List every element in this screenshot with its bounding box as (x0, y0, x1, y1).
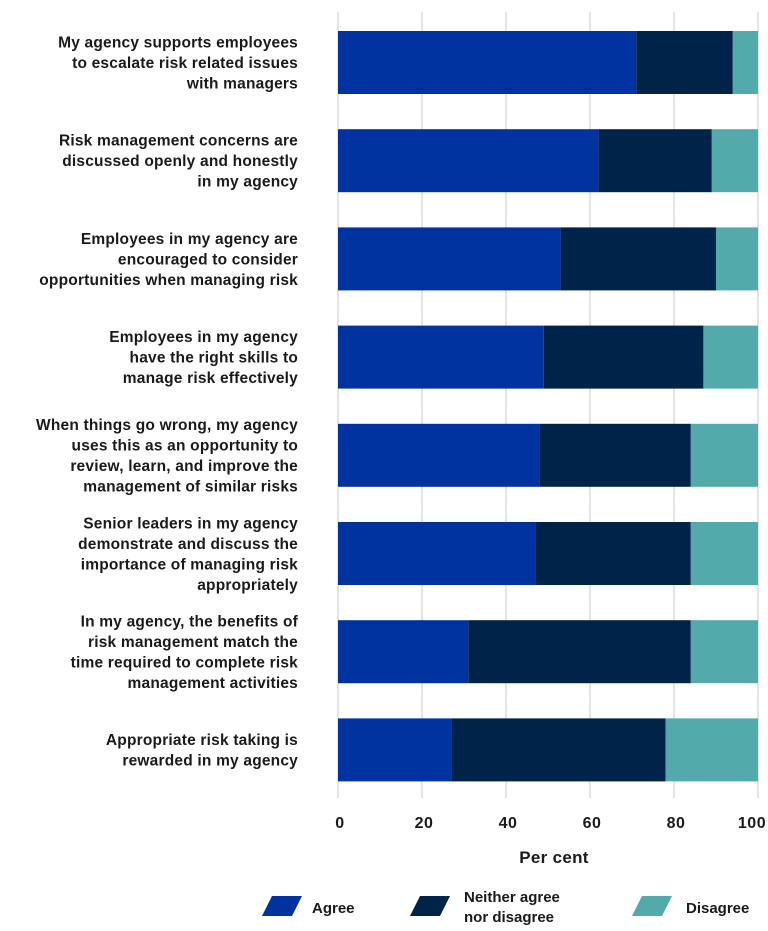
category-label-line: Senior leaders in my agency (83, 515, 298, 532)
category-label-3: Employees in my agency are encouraged to … (39, 231, 298, 289)
legend-item-disagree: Disagree (632, 896, 749, 917)
category-label-line: discussed openly and honestly (62, 153, 298, 170)
category-label-line: uses this as an opportunity to (72, 438, 298, 455)
x-tick-0: 0 (335, 815, 344, 832)
category-label-line: When things go wrong, my agency (36, 417, 298, 434)
category-label-line: Appropriate risk taking is (106, 732, 298, 749)
category-label-line: In my agency, the benefits of (81, 613, 299, 630)
bar-1-disagree (732, 31, 758, 94)
category-label-1: My agency supports employees to escalate … (58, 35, 298, 93)
category-label-line: management of similar risks (83, 479, 298, 496)
bar-2-disagree (711, 129, 758, 193)
x-axis-title: Per cent (519, 848, 589, 867)
x-tick-40: 40 (499, 815, 518, 832)
bar-3-agree (338, 227, 561, 291)
category-label-line: review, learn, and improve the (70, 458, 298, 475)
bar-8-agree (338, 718, 452, 782)
category-label-7: In my agency, the benefits of risk manage… (71, 613, 299, 692)
legend-swatch (262, 896, 302, 916)
x-tick-80: 80 (667, 815, 686, 832)
bar-8-disagree (665, 718, 758, 782)
x-tick-100: 100 (738, 815, 766, 832)
category-label-line: demonstrate and discuss the (78, 536, 298, 553)
bar-2-neither-agree-nor-disagree (598, 129, 712, 193)
bar-5-disagree (690, 423, 758, 487)
bar-7-neither-agree-nor-disagree (468, 620, 691, 684)
category-label-line: Risk management concerns are (59, 133, 298, 150)
category-label-line: appropriately (197, 577, 298, 594)
bar-7-agree (338, 620, 469, 684)
category-label-line: My agency supports employees (58, 35, 298, 52)
category-label-line: importance of managing risk (81, 556, 298, 573)
legend-label: nor disagree (464, 909, 554, 926)
legend-label: Agree (312, 900, 355, 917)
legend-item-agree: Agree (262, 896, 355, 917)
category-label-line: have the right skills to (130, 350, 298, 367)
category-label-line: manage risk effectively (123, 370, 298, 387)
legend-label: Disagree (686, 900, 749, 917)
x-tick-60: 60 (583, 815, 602, 832)
bar-1-agree (338, 31, 637, 94)
category-label-line: Employees in my agency are (81, 231, 298, 248)
legend-swatch (632, 896, 672, 916)
category-label-2: Risk management concerns are discussed op… (59, 133, 298, 191)
category-label-line: to escalate risk related issues (72, 55, 298, 72)
category-label-4: Employees in my agency have the right ski… (109, 329, 298, 387)
category-labels: My agency supports employees to escalate … (36, 35, 299, 770)
bar-6-disagree (690, 522, 758, 585)
bar-4-disagree (703, 325, 758, 389)
bar-3-neither-agree-nor-disagree (560, 227, 716, 291)
bar-5-neither-agree-nor-disagree (539, 423, 691, 487)
legend-label: Neither agree (464, 889, 560, 906)
bar-3-disagree (716, 227, 758, 291)
bar-6-neither-agree-nor-disagree (535, 522, 691, 585)
bars (338, 31, 758, 782)
category-label-line: opportunities when managing risk (39, 272, 298, 289)
category-label-line: in my agency (197, 174, 298, 191)
bar-4-agree (338, 325, 544, 389)
legend-swatch (410, 896, 450, 916)
legend-item-neither-agree-nor-disagree: Neither agree nor disagree (410, 889, 560, 926)
bar-7-disagree (690, 620, 758, 684)
bar-4-neither-agree-nor-disagree (543, 325, 704, 389)
category-label-line: encouraged to consider (118, 251, 298, 268)
bar-2-agree (338, 129, 599, 193)
x-tick-labels: 0 20 40 60 80 100 (335, 815, 766, 832)
bar-1-neither-agree-nor-disagree (636, 31, 733, 94)
category-label-8: Appropriate risk taking is rewarded in my… (106, 732, 298, 770)
category-label-5: When things go wrong, my agency uses this… (36, 417, 298, 496)
category-label-6: Senior leaders in my agency demonstrate a… (78, 515, 298, 594)
bar-6-agree (338, 522, 536, 585)
category-label-line: Employees in my agency (109, 329, 298, 346)
legend: Agree Neither agree nor disagree Disagree (262, 889, 749, 926)
bar-5-agree (338, 423, 540, 487)
category-label-line: management activities (128, 675, 298, 692)
category-label-line: rewarded in my agency (122, 753, 298, 770)
category-label-line: time required to complete risk (71, 654, 299, 671)
category-label-line: with managers (186, 76, 298, 93)
bar-8-neither-agree-nor-disagree (451, 718, 666, 782)
x-tick-20: 20 (415, 815, 434, 832)
category-label-line: risk management match the (88, 634, 298, 651)
